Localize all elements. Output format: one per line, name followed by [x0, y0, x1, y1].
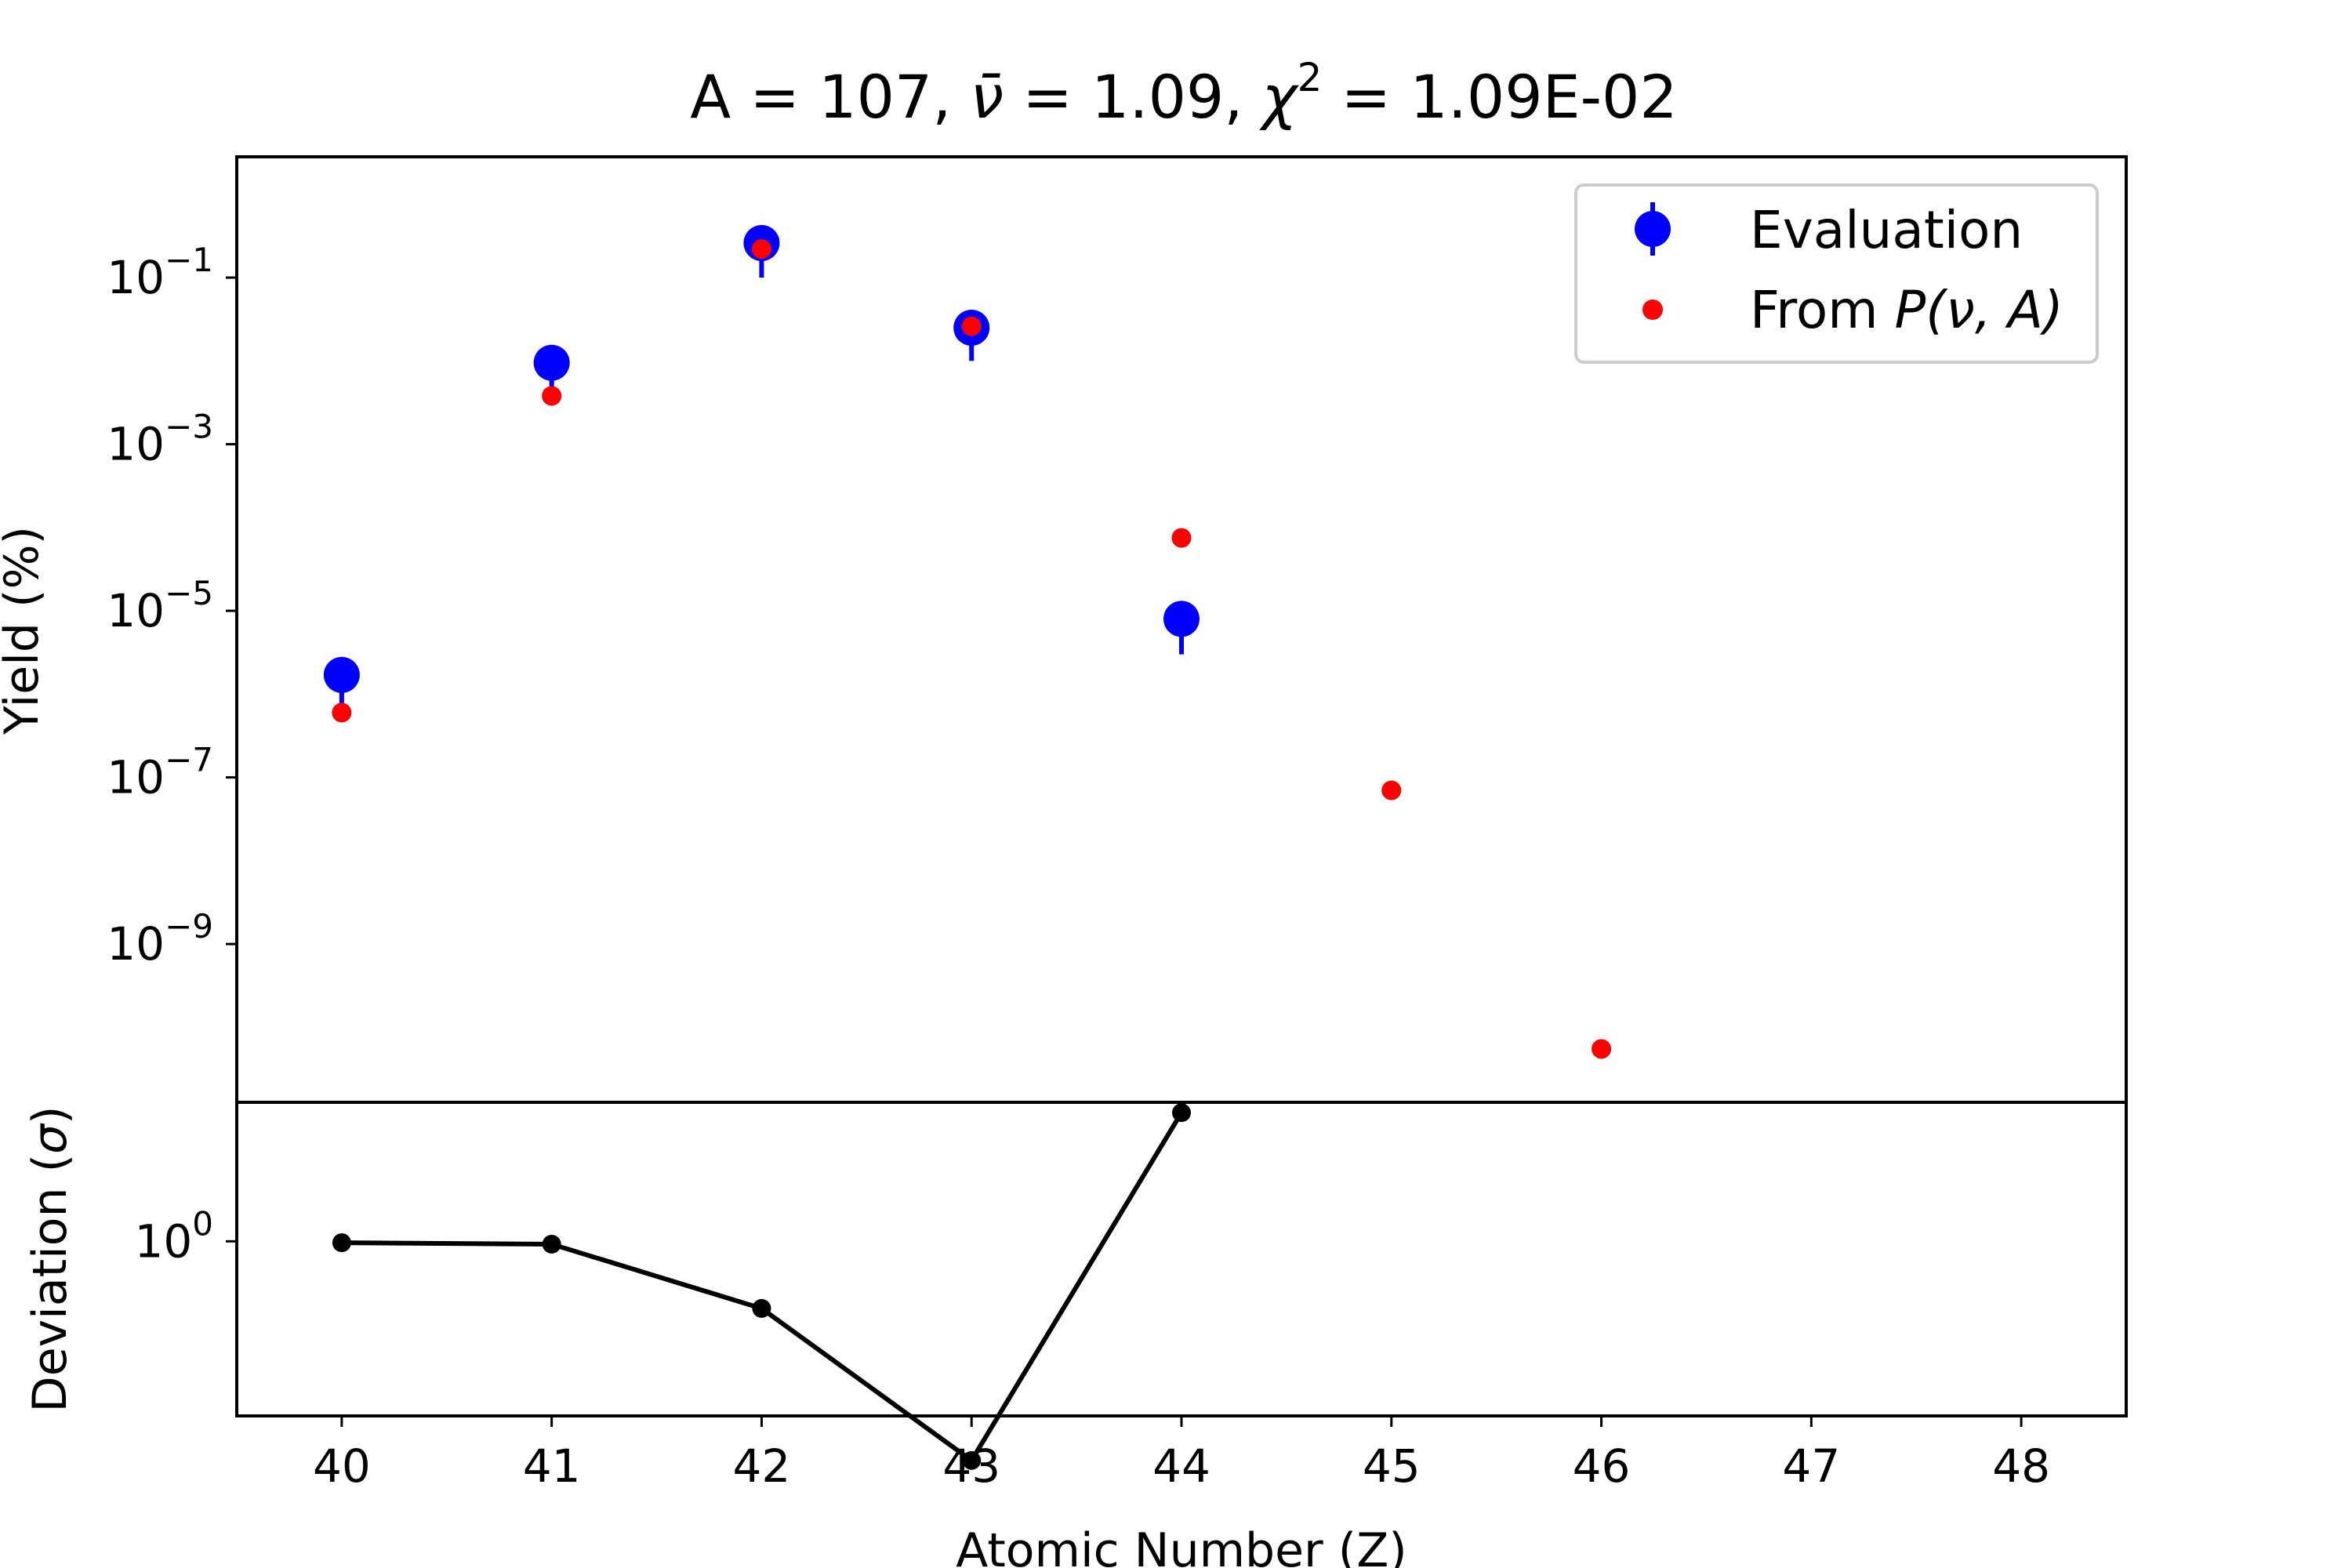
- main-y-tick-exp-0: −1: [165, 241, 213, 279]
- x-tick-label-42: 42: [733, 1439, 791, 1493]
- x-tick-label-48: 48: [1992, 1439, 2050, 1493]
- deviation-point-z42: [752, 1298, 771, 1318]
- main-y-tick-exp-4: −9: [165, 907, 213, 946]
- x-tick-label-41: 41: [523, 1439, 581, 1493]
- evaluation-point-z44: [1163, 601, 1200, 637]
- title-nu-symbol: ν̄: [971, 62, 1004, 132]
- x-tick-label-47: 47: [1782, 1439, 1840, 1493]
- chart-title: A = 107, ν̄ = 1.09, χ2 = 1.09E-02: [690, 55, 1678, 132]
- main-y-ticks: 10−110−310−510−710−9: [107, 241, 237, 971]
- predicted-point-z40: [332, 702, 352, 723]
- legend-from-p-label: From P(ν, A): [1750, 280, 2063, 340]
- main-y-tick-label-3: 10−7: [107, 741, 213, 804]
- legend-box: [1574, 183, 2099, 364]
- deviation-label-suffix: ): [23, 1106, 78, 1124]
- title-chi-part: = 1.09E-02: [1322, 62, 1677, 132]
- deviation-point-z44: [1172, 1103, 1191, 1123]
- main-y-tick-base-0: 10: [107, 251, 165, 304]
- predicted-point-z41: [542, 386, 562, 406]
- y-axis-label-yield: Yield (%): [0, 526, 49, 735]
- main-y-tick-exp-1: −3: [165, 408, 213, 446]
- deviation-label-prefix: Deviation (: [23, 1154, 78, 1412]
- residual-plot-frame: [235, 1101, 2128, 1417]
- title-a-part: A = 107,: [690, 62, 970, 132]
- title-nu-part: = 1.09,: [1004, 62, 1262, 132]
- main-y-tick-label-0: 10−1: [107, 241, 213, 304]
- x-tick-label-46: 46: [1573, 1439, 1631, 1493]
- predicted-point-z46: [1592, 1039, 1612, 1059]
- residual-y-ticks: 100: [134, 1204, 237, 1268]
- legend: Evaluation From P(ν, A): [1574, 183, 2099, 364]
- x-axis-ticks: 40 41 42 43 44 45 46 47 48: [313, 1416, 2050, 1493]
- predicted-point-z42: [751, 239, 771, 260]
- main-y-tick-base-4: 10: [107, 917, 165, 971]
- main-y-tick-label-1: 10−3: [107, 408, 213, 471]
- legend-item-evaluation: Evaluation: [1635, 200, 2023, 260]
- x-axis-label: Atomic Number (Z): [956, 1523, 1406, 1568]
- predicted-point-z45: [1381, 780, 1402, 800]
- y-axis-label-deviation: Deviation (σ): [23, 1106, 78, 1413]
- legend-from-p-prefix: From: [1750, 280, 1895, 340]
- main-y-tick-base-3: 10: [107, 751, 165, 804]
- main-y-tick-base-2: 10: [107, 584, 165, 637]
- main-y-tick-exp-2: −5: [165, 574, 213, 612]
- main-y-tick-label-4: 10−9: [107, 907, 213, 971]
- residual-y-tick-base-0: 10: [134, 1214, 192, 1268]
- predicted-point-z44: [1171, 528, 1192, 548]
- title-chi-exponent: 2: [1298, 55, 1323, 100]
- legend-from-p-math: P(ν, A): [1895, 280, 2063, 340]
- main-y-tick-exp-3: −7: [165, 741, 213, 779]
- evaluation-point-z40: [323, 656, 360, 693]
- deviation-point-z41: [542, 1234, 561, 1254]
- x-tick-label-43: 43: [942, 1439, 1000, 1493]
- residual-data-layer: [332, 1103, 1191, 1470]
- legend-item-from-p: From P(ν, A): [1642, 280, 2063, 340]
- main-y-tick-label-2: 10−5: [107, 574, 213, 637]
- deviation-point-z40: [332, 1233, 351, 1253]
- x-tick-label-40: 40: [313, 1439, 371, 1493]
- predicted-point-z43: [961, 316, 982, 336]
- residual-y-tick-label-0: 100: [134, 1204, 213, 1268]
- residual-y-tick-exp-0: 0: [192, 1204, 213, 1243]
- evaluation-point-z41: [533, 344, 570, 381]
- main-y-tick-base-1: 10: [107, 418, 165, 471]
- x-tick-label-45: 45: [1363, 1439, 1421, 1493]
- legend-evaluation-label: Evaluation: [1750, 200, 2023, 260]
- title-chi-symbol: χ: [1259, 62, 1300, 132]
- legend-from-p-marker: [1642, 299, 1663, 320]
- deviation-label-symbol: σ: [23, 1123, 78, 1154]
- deviation-point-z43: [962, 1450, 982, 1470]
- residual-plot-panel: 100 40 41 42 43 44 45 46 47 48: [134, 1101, 2128, 1493]
- x-tick-label-44: 44: [1152, 1439, 1210, 1493]
- main-data-layer: [323, 224, 1612, 1059]
- legend-evaluation-marker: [1635, 211, 1671, 247]
